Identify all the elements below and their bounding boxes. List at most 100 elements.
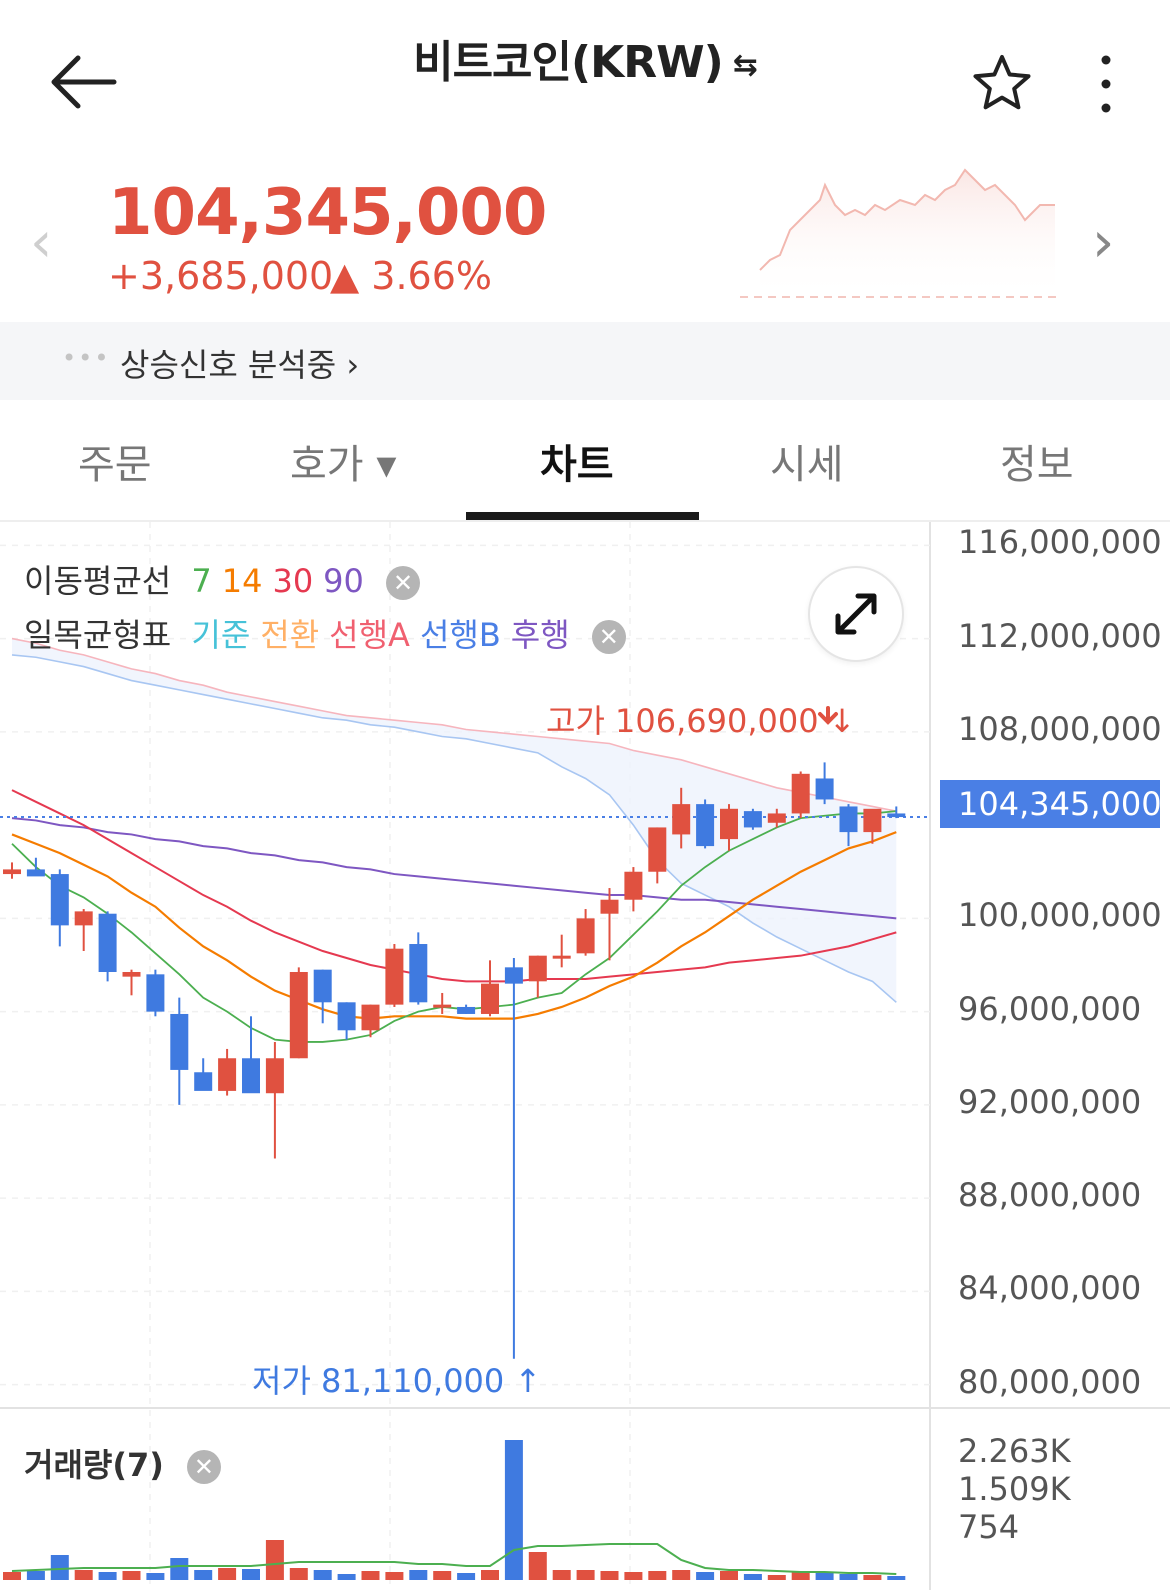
volume-bar [481,1570,499,1580]
ma-30-label: 30 [272,562,314,600]
volume-bar [552,1570,571,1580]
candle-body [576,918,595,954]
candle-body [313,969,332,1003]
candle-body [170,1013,189,1070]
prev-coin-chevron-icon[interactable]: ‹ [30,210,53,275]
candle-body [194,1072,213,1091]
ma90-line [11,817,897,920]
volume-ma-line [11,1543,897,1575]
active-tab-indicator [466,512,699,520]
candle-body [504,967,523,984]
candle-body [337,1002,356,1031]
candle-body [242,1058,260,1094]
candle-body [26,869,45,877]
volume-bar [767,1575,786,1580]
candle-body [791,773,810,814]
volume-tick: 2.263K [958,1432,1071,1470]
current-price-tag: 104,345,000 [940,780,1162,828]
ichimoku-item-label: 선행B [419,616,501,654]
signal-text: 상승신호 분석중 › [120,346,360,384]
ichimoku-item-label: 선행A [329,616,410,654]
y-tick-label: 92,000,000 [958,1082,1142,1121]
volume-bar [122,1571,141,1580]
swap-icon[interactable]: ⇆ [732,47,758,83]
candle-body [385,948,404,1005]
volume-bar [98,1572,117,1580]
close-ma-icon[interactable]: ✕ [386,566,421,600]
expand-icon [835,593,877,635]
candle-body [122,971,141,977]
tab-divider [0,520,1170,522]
close-volume-icon[interactable]: ✕ [186,1450,221,1484]
candle-body [74,911,93,926]
loading-dots: ••• [62,344,111,372]
ma-14-label: 14 [221,562,263,600]
volume-bar [313,1570,332,1580]
ichimoku-item-label: 기준 [191,616,251,654]
star-icon[interactable] [970,52,1034,116]
candle-body [481,983,499,1014]
ma-label: 이동평균선 [24,562,172,600]
volume-tick: 754 [958,1508,1020,1546]
tab-order[interactable]: 주문 [78,442,152,488]
tab-info[interactable]: 정보 [1000,442,1074,488]
ichimoku-leading-b-line [11,654,897,1003]
ma30-line [11,789,897,983]
moving-average-legend: 이동평균선 7 14 30 90 ✕ [24,556,421,602]
volume-bar [218,1568,237,1580]
volume-bar [146,1573,165,1580]
volume-bar [720,1571,738,1580]
candle-body [361,1004,380,1031]
more-vertical-icon[interactable] [1096,52,1116,116]
ichimoku-item-label: 후행 [510,616,570,654]
price-change: +3,685,000 [108,254,334,298]
volume-bar [648,1571,667,1580]
y-tick-label: 108,000,000 [958,709,1162,748]
sparkline-chart [740,168,1060,300]
volume-bar [815,1573,834,1580]
tab-chart[interactable]: 차트 [540,442,614,488]
high-arrow-icon [818,706,838,725]
close-ichimoku-icon[interactable]: ✕ [591,620,626,654]
candle-body [98,913,117,972]
y-tick-label: 80,000,000 [958,1362,1142,1401]
volume-bar [433,1571,452,1580]
y-tick-label: 96,000,000 [958,989,1142,1028]
volume-bar [289,1568,308,1580]
volume-bar [624,1572,643,1580]
ichimoku-legend: 일목균형표 기준 전환 선행A 선행B 후행 ✕ [24,610,626,656]
page-title[interactable]: 비트코인(KRW) ⇆ [0,26,1170,90]
signal-banner[interactable]: ••• 상승신호 분석중 › [0,322,1170,400]
next-coin-chevron-icon[interactable]: › [1092,210,1115,275]
back-arrow-icon[interactable] [48,52,118,112]
volume-bar [265,1540,284,1580]
ichimoku-leading-a-line [11,637,897,812]
expand-chart-button[interactable] [808,566,904,662]
ichimoku-cloud [12,638,897,1003]
tab-bar: 주문 호가 ▾ 차트 시세 정보 [0,402,1170,522]
candle-body [3,869,21,875]
volume-bar [528,1552,547,1580]
tab-market[interactable]: 시세 [770,442,844,488]
candle-body [815,778,834,800]
candle-body [146,974,165,1012]
price-change-percent: ▲ 3.66% [330,254,493,298]
ma7-line [11,810,897,1043]
volume-legend: 거래량(7) ✕ [24,1440,221,1486]
ma14-line [11,831,897,1020]
ma-90-label: 90 [323,562,364,600]
volume-title: 거래량(7) [24,1446,164,1484]
volume-bar [839,1574,858,1580]
candle-body [409,944,428,1003]
volume-bar [194,1570,213,1580]
volume-bar [504,1440,523,1580]
candle-body [433,1004,452,1008]
candle-body [457,1006,476,1014]
volume-bar [337,1574,356,1580]
high-price-label: 고가 106,690,000 ↓ [546,702,856,740]
tab-orderbook[interactable]: 호가 ▾ [290,442,397,488]
current-price: 104,345,000 [108,176,547,250]
y-tick-label: 112,000,000 [958,616,1162,655]
volume-bar [743,1574,762,1580]
